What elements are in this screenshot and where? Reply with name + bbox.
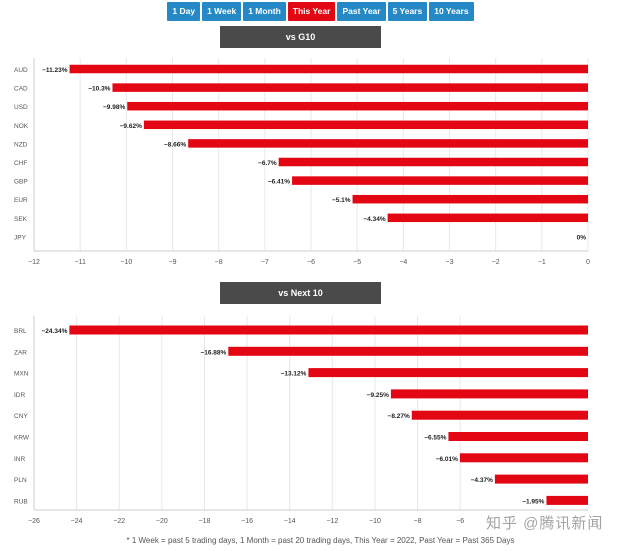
- data-label: −6.55%: [424, 435, 446, 442]
- category-label: NOK: [14, 123, 29, 130]
- data-label: −11.23%: [42, 67, 68, 74]
- data-label: −24.34%: [42, 328, 68, 335]
- category-label: EUR: [14, 197, 28, 204]
- data-label: −4.34%: [363, 216, 385, 223]
- bar: [352, 194, 588, 204]
- x-tick-label: −7: [261, 259, 269, 266]
- data-label: −5.1%: [332, 197, 351, 204]
- data-label: −6.41%: [268, 179, 290, 186]
- data-label: −1.95%: [522, 498, 544, 505]
- category-label: MXN: [14, 371, 29, 378]
- data-label: −8.27%: [388, 413, 410, 420]
- category-label: KRW: [14, 435, 30, 442]
- x-tick-label: −14: [284, 518, 296, 525]
- x-tick-label: −12: [326, 518, 338, 525]
- category-label: CAD: [14, 86, 28, 93]
- x-tick-label: −8: [414, 518, 422, 525]
- x-tick-label: −10: [120, 259, 132, 266]
- bar: [390, 389, 588, 399]
- tab-past-year[interactable]: Past Year: [337, 2, 386, 21]
- x-tick-label: −20: [156, 518, 168, 525]
- x-tick-label: −8: [215, 259, 223, 266]
- data-label: −9.25%: [367, 392, 389, 399]
- bar: [69, 64, 588, 74]
- x-tick-label: −2: [492, 259, 500, 266]
- data-label: −9.62%: [120, 123, 142, 130]
- category-label: AUD: [14, 67, 28, 74]
- category-label: USD: [14, 104, 28, 111]
- watermark: 知乎 @腾讯新闻: [486, 515, 604, 532]
- x-tick-label: −22: [113, 518, 125, 525]
- tab-this-year[interactable]: This Year: [287, 2, 336, 21]
- bar: [411, 410, 588, 420]
- x-tick-label: −16: [241, 518, 253, 525]
- bar: [188, 139, 589, 148]
- footnote: * 1 Week = past 5 trading days, 1 Month …: [126, 536, 515, 545]
- x-tick-label: −6: [307, 259, 315, 266]
- category-label: BRL: [14, 328, 27, 335]
- bar: [308, 368, 588, 378]
- x-tick-label: −5: [353, 259, 361, 266]
- bar: [112, 83, 588, 92]
- category-label: SEK: [14, 216, 28, 223]
- tab-5-years[interactable]: 5 Years: [387, 2, 428, 21]
- x-tick-label: −10: [369, 518, 381, 525]
- category-label: NZD: [14, 141, 28, 148]
- category-label: ZAR: [14, 349, 27, 356]
- tab-1-week[interactable]: 1 Week: [202, 2, 242, 21]
- x-tick-label: −6: [456, 518, 464, 525]
- category-label: PLN: [14, 477, 27, 484]
- chart-title-g10: vs G10: [220, 26, 381, 48]
- bar: [459, 453, 588, 463]
- bar: [69, 325, 588, 335]
- data-label: −13.12%: [281, 371, 307, 378]
- data-label: −9.98%: [103, 104, 125, 111]
- bar: [127, 101, 589, 111]
- x-tick-label: −26: [28, 518, 40, 525]
- data-label: 0%: [577, 234, 587, 241]
- category-label: RUB: [14, 498, 28, 505]
- x-tick-label: −18: [199, 518, 211, 525]
- timeframe-tabs: 1 Day 1 Week 1 Month This Year Past Year 5 Ye…: [0, 2, 641, 22]
- chart-title-next10: vs Next 10: [220, 282, 381, 304]
- category-label: IDR: [14, 392, 26, 399]
- x-tick-label: −3: [446, 259, 454, 266]
- x-tick-label: −9: [169, 259, 177, 266]
- data-label: −10.3%: [88, 86, 110, 93]
- x-tick-label: −11: [74, 259, 85, 266]
- category-label: CHF: [14, 160, 27, 167]
- category-label: JPY: [14, 234, 27, 241]
- tab-10-years[interactable]: 10 Years: [429, 2, 474, 21]
- bar: [228, 346, 588, 356]
- category-label: CNY: [14, 413, 28, 420]
- bar: [143, 120, 589, 130]
- x-tick-label: −4: [399, 259, 407, 266]
- bar: [448, 432, 588, 441]
- bar: [292, 176, 588, 185]
- data-label: −16.88%: [200, 349, 226, 356]
- tab-1-month[interactable]: 1 Month: [243, 2, 286, 21]
- x-tick-label: 0: [586, 259, 590, 266]
- x-tick-label: −24: [71, 518, 83, 525]
- data-label: −6.7%: [258, 160, 277, 167]
- bar: [494, 474, 588, 484]
- bar: [546, 495, 588, 505]
- category-label: INR: [14, 456, 26, 463]
- tab-1-day[interactable]: 1 Day: [167, 2, 201, 21]
- x-tick-label: −1: [538, 259, 546, 266]
- category-label: GBP: [14, 179, 28, 186]
- data-label: −8.66%: [164, 141, 186, 148]
- bar: [387, 213, 588, 223]
- data-label: −4.37%: [471, 477, 493, 484]
- bar: [278, 157, 588, 167]
- data-label: −6.01%: [436, 456, 458, 463]
- next10-bar-chart: −26 −24 −22 −20 −18 −16 −14 −12 −10 −8 −6 BRL −24.34…: [14, 316, 588, 525]
- x-tick-label: −12: [28, 259, 40, 266]
